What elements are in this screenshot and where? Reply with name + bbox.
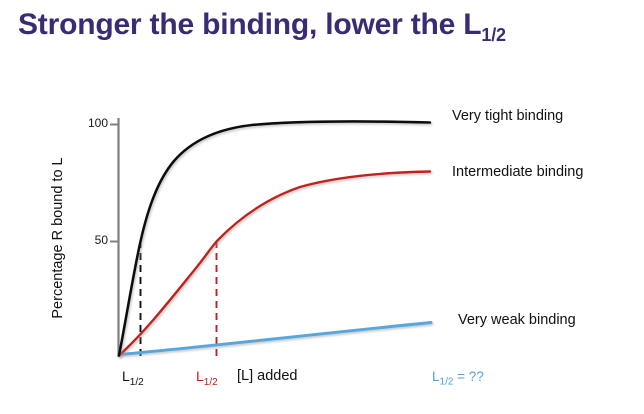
- lhalf-label-tight-base: L: [122, 368, 130, 384]
- lhalf-label-tight-subscript: 1/2: [129, 376, 144, 388]
- page-title-subscript: 1/2: [481, 25, 506, 45]
- lhalf-label-weak-value: = ??: [453, 369, 484, 384]
- lhalf-label-intermediate-subscript: 1/2: [203, 376, 218, 388]
- annotation-very-weak-binding: Very weak binding: [458, 312, 576, 328]
- y-axis-tick-label-100: 100: [87, 116, 108, 130]
- lhalf-label-weak-subscript: 1/2: [439, 376, 454, 388]
- lhalf-label-intermediate: L1/2: [196, 368, 218, 388]
- lhalf-label-weak: L1/2 = ??: [432, 369, 484, 388]
- x-axis-title: [L] added: [237, 368, 298, 384]
- annotation-intermediate-binding: Intermediate binding: [452, 164, 584, 180]
- lhalf-label-weak-base: L: [432, 369, 440, 384]
- curve-intermediate-binding: [117, 170, 432, 357]
- page-title-text: Stronger the binding, lower the L: [18, 8, 482, 41]
- lhalf-label-intermediate-base: L: [196, 368, 204, 384]
- curve-very-weak-binding: [117, 321, 433, 356]
- lhalf-label-tight: L1/2: [122, 368, 144, 388]
- annotation-very-tight-binding: Very tight binding: [452, 108, 564, 124]
- y-axis-tick-label-50: 50: [94, 233, 108, 247]
- y-axis-title: Percentage R bound to L: [50, 157, 66, 319]
- page-title: Stronger the binding, lower the L1/2: [18, 8, 634, 46]
- curve-very-tight-binding: [117, 120, 432, 357]
